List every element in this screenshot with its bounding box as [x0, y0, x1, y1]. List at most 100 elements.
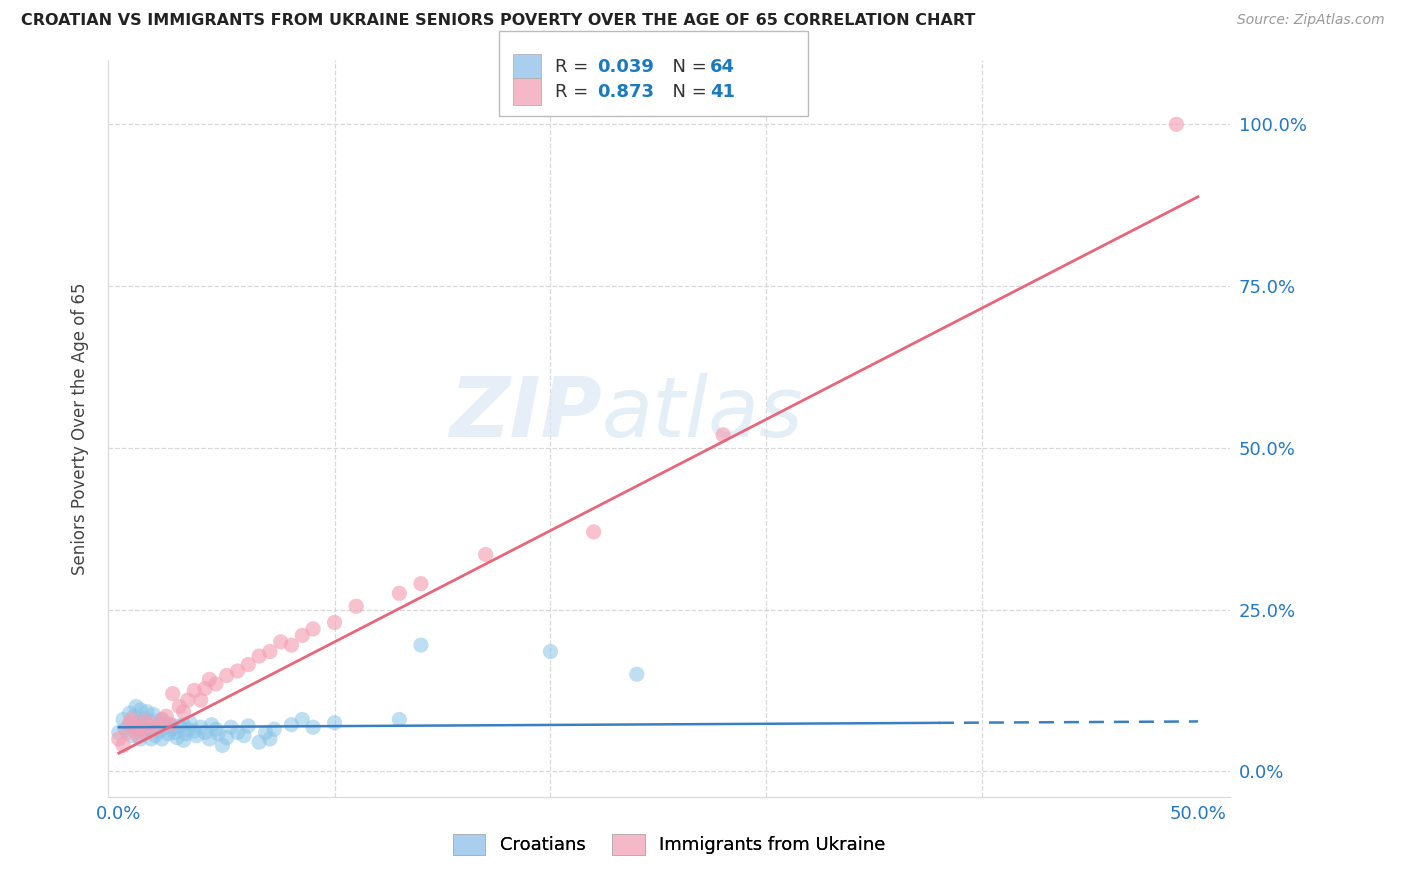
Point — [226, 725, 249, 739]
Point — [174, 727, 197, 741]
Point — [153, 715, 176, 730]
Point — [125, 720, 148, 734]
Point — [127, 729, 149, 743]
Point — [226, 664, 249, 678]
Point — [129, 723, 152, 737]
Point — [177, 723, 200, 737]
Text: atlas: atlas — [602, 373, 803, 454]
Point — [150, 731, 173, 746]
Point — [129, 703, 152, 717]
Point — [190, 693, 212, 707]
Point — [129, 731, 152, 746]
Point — [167, 719, 190, 733]
Point — [142, 707, 165, 722]
Point — [205, 723, 228, 737]
Point — [138, 725, 160, 739]
Point — [138, 723, 160, 737]
Point — [302, 622, 325, 636]
Point — [194, 681, 217, 696]
Point — [162, 687, 184, 701]
Point — [582, 524, 605, 539]
Text: 0.873: 0.873 — [598, 83, 655, 101]
Point — [409, 638, 432, 652]
Point — [538, 644, 561, 658]
Point — [200, 717, 222, 731]
Text: 64: 64 — [710, 58, 735, 76]
Point — [198, 731, 221, 746]
Point — [163, 725, 186, 739]
Point — [238, 719, 260, 733]
Point — [626, 667, 648, 681]
Point — [121, 713, 143, 727]
Point — [194, 725, 217, 739]
Point — [388, 713, 411, 727]
Point — [149, 724, 172, 739]
Point — [146, 719, 169, 733]
Point — [259, 731, 281, 746]
Point — [177, 693, 200, 707]
Point — [344, 599, 367, 614]
Point — [107, 731, 129, 746]
Point — [291, 713, 314, 727]
Point — [146, 720, 169, 734]
Text: 41: 41 — [710, 83, 735, 101]
Text: ZIP: ZIP — [449, 373, 602, 454]
Text: R =: R = — [555, 58, 595, 76]
Point — [112, 713, 135, 727]
Point — [254, 725, 277, 739]
Point — [150, 713, 173, 727]
Text: N =: N = — [661, 58, 713, 76]
Point — [711, 427, 734, 442]
Point — [247, 649, 270, 664]
Text: R =: R = — [555, 83, 595, 101]
Point — [205, 677, 228, 691]
Point — [141, 714, 163, 728]
Point — [183, 683, 205, 698]
Point — [190, 720, 212, 734]
Point — [159, 717, 181, 731]
Point — [166, 731, 188, 745]
Point — [141, 717, 163, 731]
Point — [162, 723, 184, 737]
Point — [247, 735, 270, 749]
Point — [323, 715, 346, 730]
Point — [157, 727, 180, 741]
Point — [125, 723, 148, 737]
Point — [134, 714, 156, 728]
Point — [118, 715, 141, 730]
Point — [280, 638, 302, 652]
Point — [474, 548, 496, 562]
Text: CROATIAN VS IMMIGRANTS FROM UKRAINE SENIORS POVERTY OVER THE AGE OF 65 CORRELATI: CROATIAN VS IMMIGRANTS FROM UKRAINE SENI… — [21, 13, 976, 29]
Point — [215, 668, 238, 682]
Point — [112, 739, 135, 753]
Point — [186, 729, 208, 743]
Point — [122, 709, 145, 723]
Point — [173, 717, 195, 731]
Point — [198, 673, 221, 687]
Point — [323, 615, 346, 630]
Point — [211, 739, 233, 753]
Point — [117, 725, 139, 739]
Point — [127, 715, 149, 730]
Point — [125, 699, 148, 714]
Point — [259, 644, 281, 658]
Point — [135, 705, 157, 719]
Point — [155, 709, 177, 723]
Point — [173, 733, 195, 747]
Point — [207, 727, 229, 741]
Point — [150, 713, 173, 727]
Y-axis label: Seniors Poverty Over the Age of 65: Seniors Poverty Over the Age of 65 — [72, 282, 89, 574]
Point — [107, 725, 129, 739]
Point — [291, 628, 314, 642]
Point — [179, 715, 201, 730]
Legend: Croatians, Immigrants from Ukraine: Croatians, Immigrants from Ukraine — [446, 827, 893, 862]
Point — [233, 729, 256, 743]
Point — [270, 635, 292, 649]
Point — [134, 711, 156, 725]
Point — [263, 723, 285, 737]
Point — [388, 586, 411, 600]
Point — [114, 723, 136, 737]
Point — [118, 706, 141, 720]
Point — [141, 731, 163, 746]
Point — [219, 720, 242, 734]
